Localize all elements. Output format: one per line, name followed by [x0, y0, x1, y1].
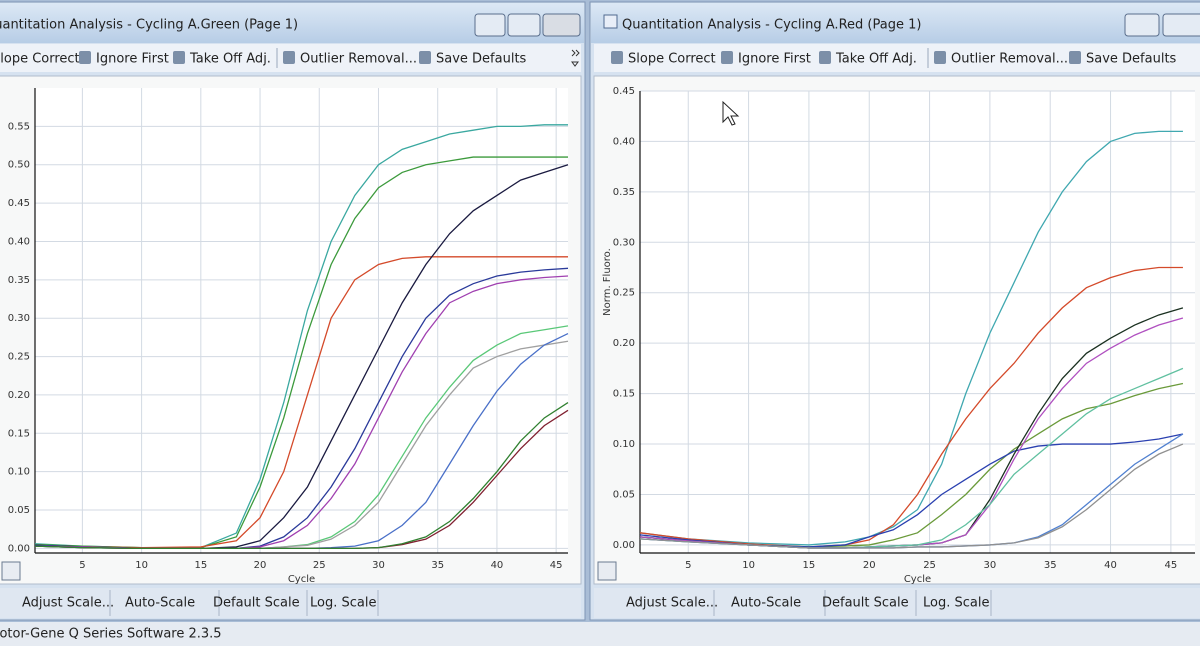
x-tick-label: 45	[1165, 560, 1178, 571]
y-tick-label: 0.15	[8, 428, 30, 439]
scale-button[interactable]: Log. Scale	[310, 596, 376, 611]
x-tick-label: 35	[431, 560, 444, 571]
y-tick-label: 0.20	[613, 338, 635, 349]
window-title: Quantitation Analysis - Cycling A.Green …	[0, 18, 298, 33]
y-tick-label: 0.40	[8, 236, 30, 247]
scale-button[interactable]: Default Scale	[213, 596, 300, 611]
toolbar-icon	[1069, 51, 1081, 64]
y-tick-label: 0.05	[613, 489, 635, 500]
y-tick-label: 0.00	[613, 540, 635, 551]
scale-button[interactable]: Auto-Scale	[731, 596, 801, 611]
y-tick-label: 0.00	[8, 543, 30, 554]
y-tick-label: 0.35	[8, 275, 30, 286]
toolbar-button[interactable]: Save Defaults	[436, 52, 527, 67]
toolbar-icon	[611, 51, 623, 64]
status-text: Rotor-Gene Q Series Software 2.3.5	[0, 627, 222, 642]
toolbar-icon	[419, 51, 431, 64]
y-tick-label: 0.40	[613, 136, 635, 147]
toolbar-icon	[173, 51, 185, 64]
y-tick-label: 0.50	[8, 160, 30, 171]
scale-button[interactable]: Adjust Scale...	[626, 596, 718, 611]
x-tick-label: 25	[923, 560, 936, 571]
x-tick-label: 25	[313, 560, 326, 571]
y-tick-label: 0.30	[613, 237, 635, 248]
window-control[interactable]	[1162, 13, 1200, 37]
window-control[interactable]	[474, 13, 506, 37]
toolbar-icon	[79, 51, 91, 64]
x-tick-label: 15	[194, 560, 207, 571]
amplification-curve	[639, 443, 1184, 549]
scale-button[interactable]: Log. Scale	[923, 596, 989, 611]
y-tick-label: 0.30	[8, 313, 30, 324]
y-tick-label: 0.45	[8, 198, 30, 209]
toolbar-icon	[934, 51, 946, 64]
x-tick-label: 40	[1104, 560, 1117, 571]
button-bar	[0, 588, 581, 618]
status-bar	[0, 622, 1200, 646]
toolbar-button[interactable]: Take Off Adj.	[835, 52, 917, 67]
x-tick-label: 10	[135, 560, 148, 571]
amplification-curve	[34, 156, 568, 549]
y-tick-label: 0.25	[613, 288, 635, 299]
plot-area	[35, 88, 568, 553]
window-icon	[603, 14, 618, 29]
y-axis-label: Norm. Fluoro.	[602, 248, 613, 316]
x-tick-label: 5	[685, 560, 691, 571]
x-tick-label: 45	[550, 560, 563, 571]
y-tick-label: 0.25	[8, 352, 30, 363]
y-tick-label: 0.55	[8, 121, 30, 132]
scale-button[interactable]: Adjust Scale...	[22, 596, 114, 611]
x-tick-label: 20	[254, 560, 267, 571]
title-bar	[591, 3, 1200, 43]
window-control[interactable]	[1124, 13, 1160, 37]
x-tick-label: 30	[984, 560, 997, 571]
toolbar-button[interactable]: Ignore First	[738, 52, 811, 67]
plot-area	[640, 91, 1195, 553]
x-axis-label: Cycle	[904, 574, 931, 585]
x-tick-label: 30	[372, 560, 385, 571]
amplification-curve	[639, 433, 1184, 548]
x-tick-label: 10	[742, 560, 755, 571]
window-control[interactable]	[542, 13, 581, 37]
y-tick-label: 0.05	[8, 505, 30, 516]
x-axis-label: Cycle	[288, 574, 315, 585]
window-control[interactable]	[507, 13, 541, 37]
toolbar-icon	[283, 51, 295, 64]
toolbar-button[interactable]: Take Off Adj.	[189, 52, 271, 67]
toolbar-button[interactable]: Save Defaults	[1086, 52, 1177, 67]
zoom-icon[interactable]	[1, 561, 21, 581]
y-tick-label: 0.45	[613, 86, 635, 97]
button-bar	[594, 588, 1200, 618]
amplification-curve	[34, 402, 569, 550]
toolbar-button[interactable]: Outlier Removal...	[951, 52, 1068, 67]
toolbar-button[interactable]: Outlier Removal...	[300, 52, 417, 67]
x-tick-label: 40	[491, 560, 504, 571]
toolbar-icon	[721, 51, 733, 64]
x-tick-label: 5	[79, 560, 85, 571]
zoom-icon[interactable]	[597, 561, 617, 581]
x-tick-label: 15	[803, 560, 816, 571]
scale-button[interactable]: Auto-Scale	[125, 596, 195, 611]
y-tick-label: 0.15	[613, 389, 635, 400]
toolbar-button[interactable]: Slope Correct	[628, 52, 716, 67]
x-tick-label: 20	[863, 560, 876, 571]
y-tick-label: 0.10	[8, 467, 30, 478]
amplification-curve	[639, 130, 1183, 546]
y-tick-label: 0.20	[8, 390, 30, 401]
y-tick-label: 0.35	[613, 187, 635, 198]
scale-button[interactable]: Default Scale	[822, 596, 909, 611]
toolbar-icon	[819, 51, 831, 64]
amplification-curve	[34, 256, 568, 549]
toolbar-button[interactable]: Ignore First	[96, 52, 169, 67]
toolbar-button[interactable]: Slope Correct	[0, 52, 80, 67]
mouse-cursor	[722, 100, 740, 126]
toolbar-overflow[interactable]	[571, 49, 580, 67]
x-tick-label: 35	[1044, 560, 1057, 571]
window-title: Quantitation Analysis - Cycling A.Red (P…	[622, 18, 921, 33]
y-tick-label: 0.10	[613, 439, 635, 450]
toolbar	[594, 44, 1200, 72]
